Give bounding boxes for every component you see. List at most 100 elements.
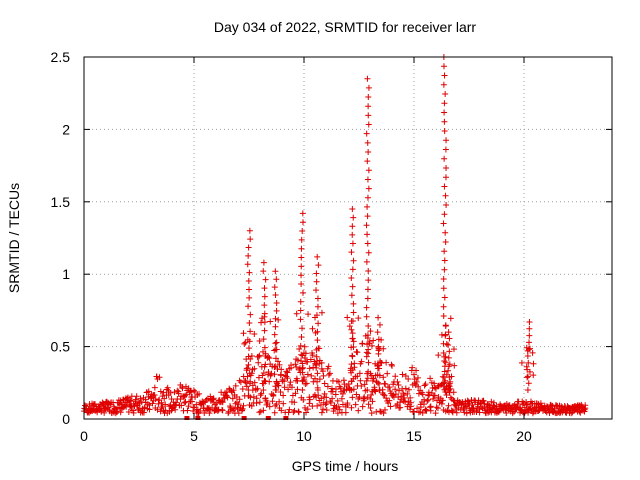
data-point — [246, 286, 253, 293]
data-point — [299, 369, 306, 376]
data-point — [174, 387, 181, 394]
data-point — [354, 349, 361, 356]
data-point — [175, 388, 182, 395]
data-point — [304, 406, 311, 413]
data-point — [466, 400, 473, 407]
data-point — [129, 407, 136, 414]
data-point — [246, 227, 253, 234]
data-point — [298, 281, 305, 288]
data-point — [156, 374, 163, 381]
data-point — [142, 396, 149, 403]
data-point — [299, 289, 306, 296]
y-tick-label: 0 — [62, 411, 70, 427]
x-axis-title: GPS time / hours — [292, 458, 399, 474]
data-point — [349, 317, 356, 324]
data-point — [248, 352, 255, 359]
data-point — [372, 372, 379, 379]
data-point — [367, 370, 374, 377]
data-point — [433, 404, 440, 411]
data-point — [321, 390, 328, 397]
data-point — [378, 336, 385, 343]
data-point — [256, 409, 263, 416]
data-point — [184, 407, 191, 414]
data-point — [261, 344, 268, 351]
data-point — [348, 292, 355, 299]
data-point — [287, 379, 294, 386]
data-point — [273, 379, 280, 386]
data-point — [124, 395, 131, 402]
data-point — [397, 399, 404, 406]
data-point — [365, 84, 372, 91]
data-point — [371, 386, 378, 393]
data-point — [364, 295, 371, 302]
data-point — [318, 395, 325, 402]
data-point — [380, 410, 387, 417]
data-point — [247, 311, 254, 318]
data-point — [316, 345, 323, 352]
data-point — [419, 391, 426, 398]
data-point — [267, 318, 274, 325]
data-point — [524, 374, 531, 381]
data-point — [365, 322, 372, 329]
data-point — [297, 316, 304, 323]
data-point — [261, 302, 268, 309]
data-point — [442, 91, 449, 98]
data-point — [442, 359, 449, 366]
data-point — [247, 328, 254, 335]
data-point — [158, 399, 165, 406]
data-point — [295, 409, 302, 416]
data-point — [350, 309, 357, 316]
data-point — [157, 388, 164, 395]
data-point — [319, 406, 326, 413]
data-point — [526, 368, 533, 375]
data-point — [440, 285, 447, 292]
data-point — [272, 355, 279, 362]
data-point — [234, 404, 241, 411]
data-point — [344, 400, 351, 407]
data-point — [358, 383, 365, 390]
data-point — [459, 398, 466, 405]
data-point — [374, 379, 381, 386]
data-point — [349, 206, 356, 213]
data-point — [442, 386, 449, 393]
data-point — [363, 313, 370, 320]
data-point — [376, 365, 383, 372]
data-point — [364, 286, 371, 293]
data-point — [246, 345, 253, 352]
data-point — [155, 400, 162, 407]
data-point — [387, 388, 394, 395]
data-point — [480, 397, 487, 404]
data-point — [125, 408, 132, 415]
data-point — [338, 395, 345, 402]
data-point — [442, 229, 449, 236]
data-point — [525, 359, 532, 366]
data-point — [530, 360, 537, 367]
data-point — [365, 167, 372, 174]
data-point — [255, 374, 262, 381]
data-point — [264, 400, 271, 407]
data-point — [365, 249, 372, 256]
data-point — [240, 330, 247, 337]
data-point — [361, 395, 368, 402]
data-point — [151, 384, 158, 391]
data-point — [256, 399, 263, 406]
data-point — [410, 409, 417, 416]
data-point — [160, 389, 167, 396]
data-point — [326, 370, 333, 377]
data-point-zero — [265, 416, 271, 420]
data-point — [526, 339, 533, 346]
data-point — [422, 381, 429, 388]
data-point — [523, 344, 530, 351]
data-point — [349, 266, 356, 273]
data-point — [445, 354, 452, 361]
data-point — [272, 340, 279, 347]
data-point — [293, 375, 300, 382]
data-point — [168, 396, 175, 403]
data-point — [363, 222, 370, 229]
data-point — [273, 299, 280, 306]
data-point — [320, 372, 327, 379]
data-point — [298, 263, 305, 270]
data-point — [239, 386, 246, 393]
data-point — [470, 405, 477, 412]
data-point — [440, 383, 447, 390]
